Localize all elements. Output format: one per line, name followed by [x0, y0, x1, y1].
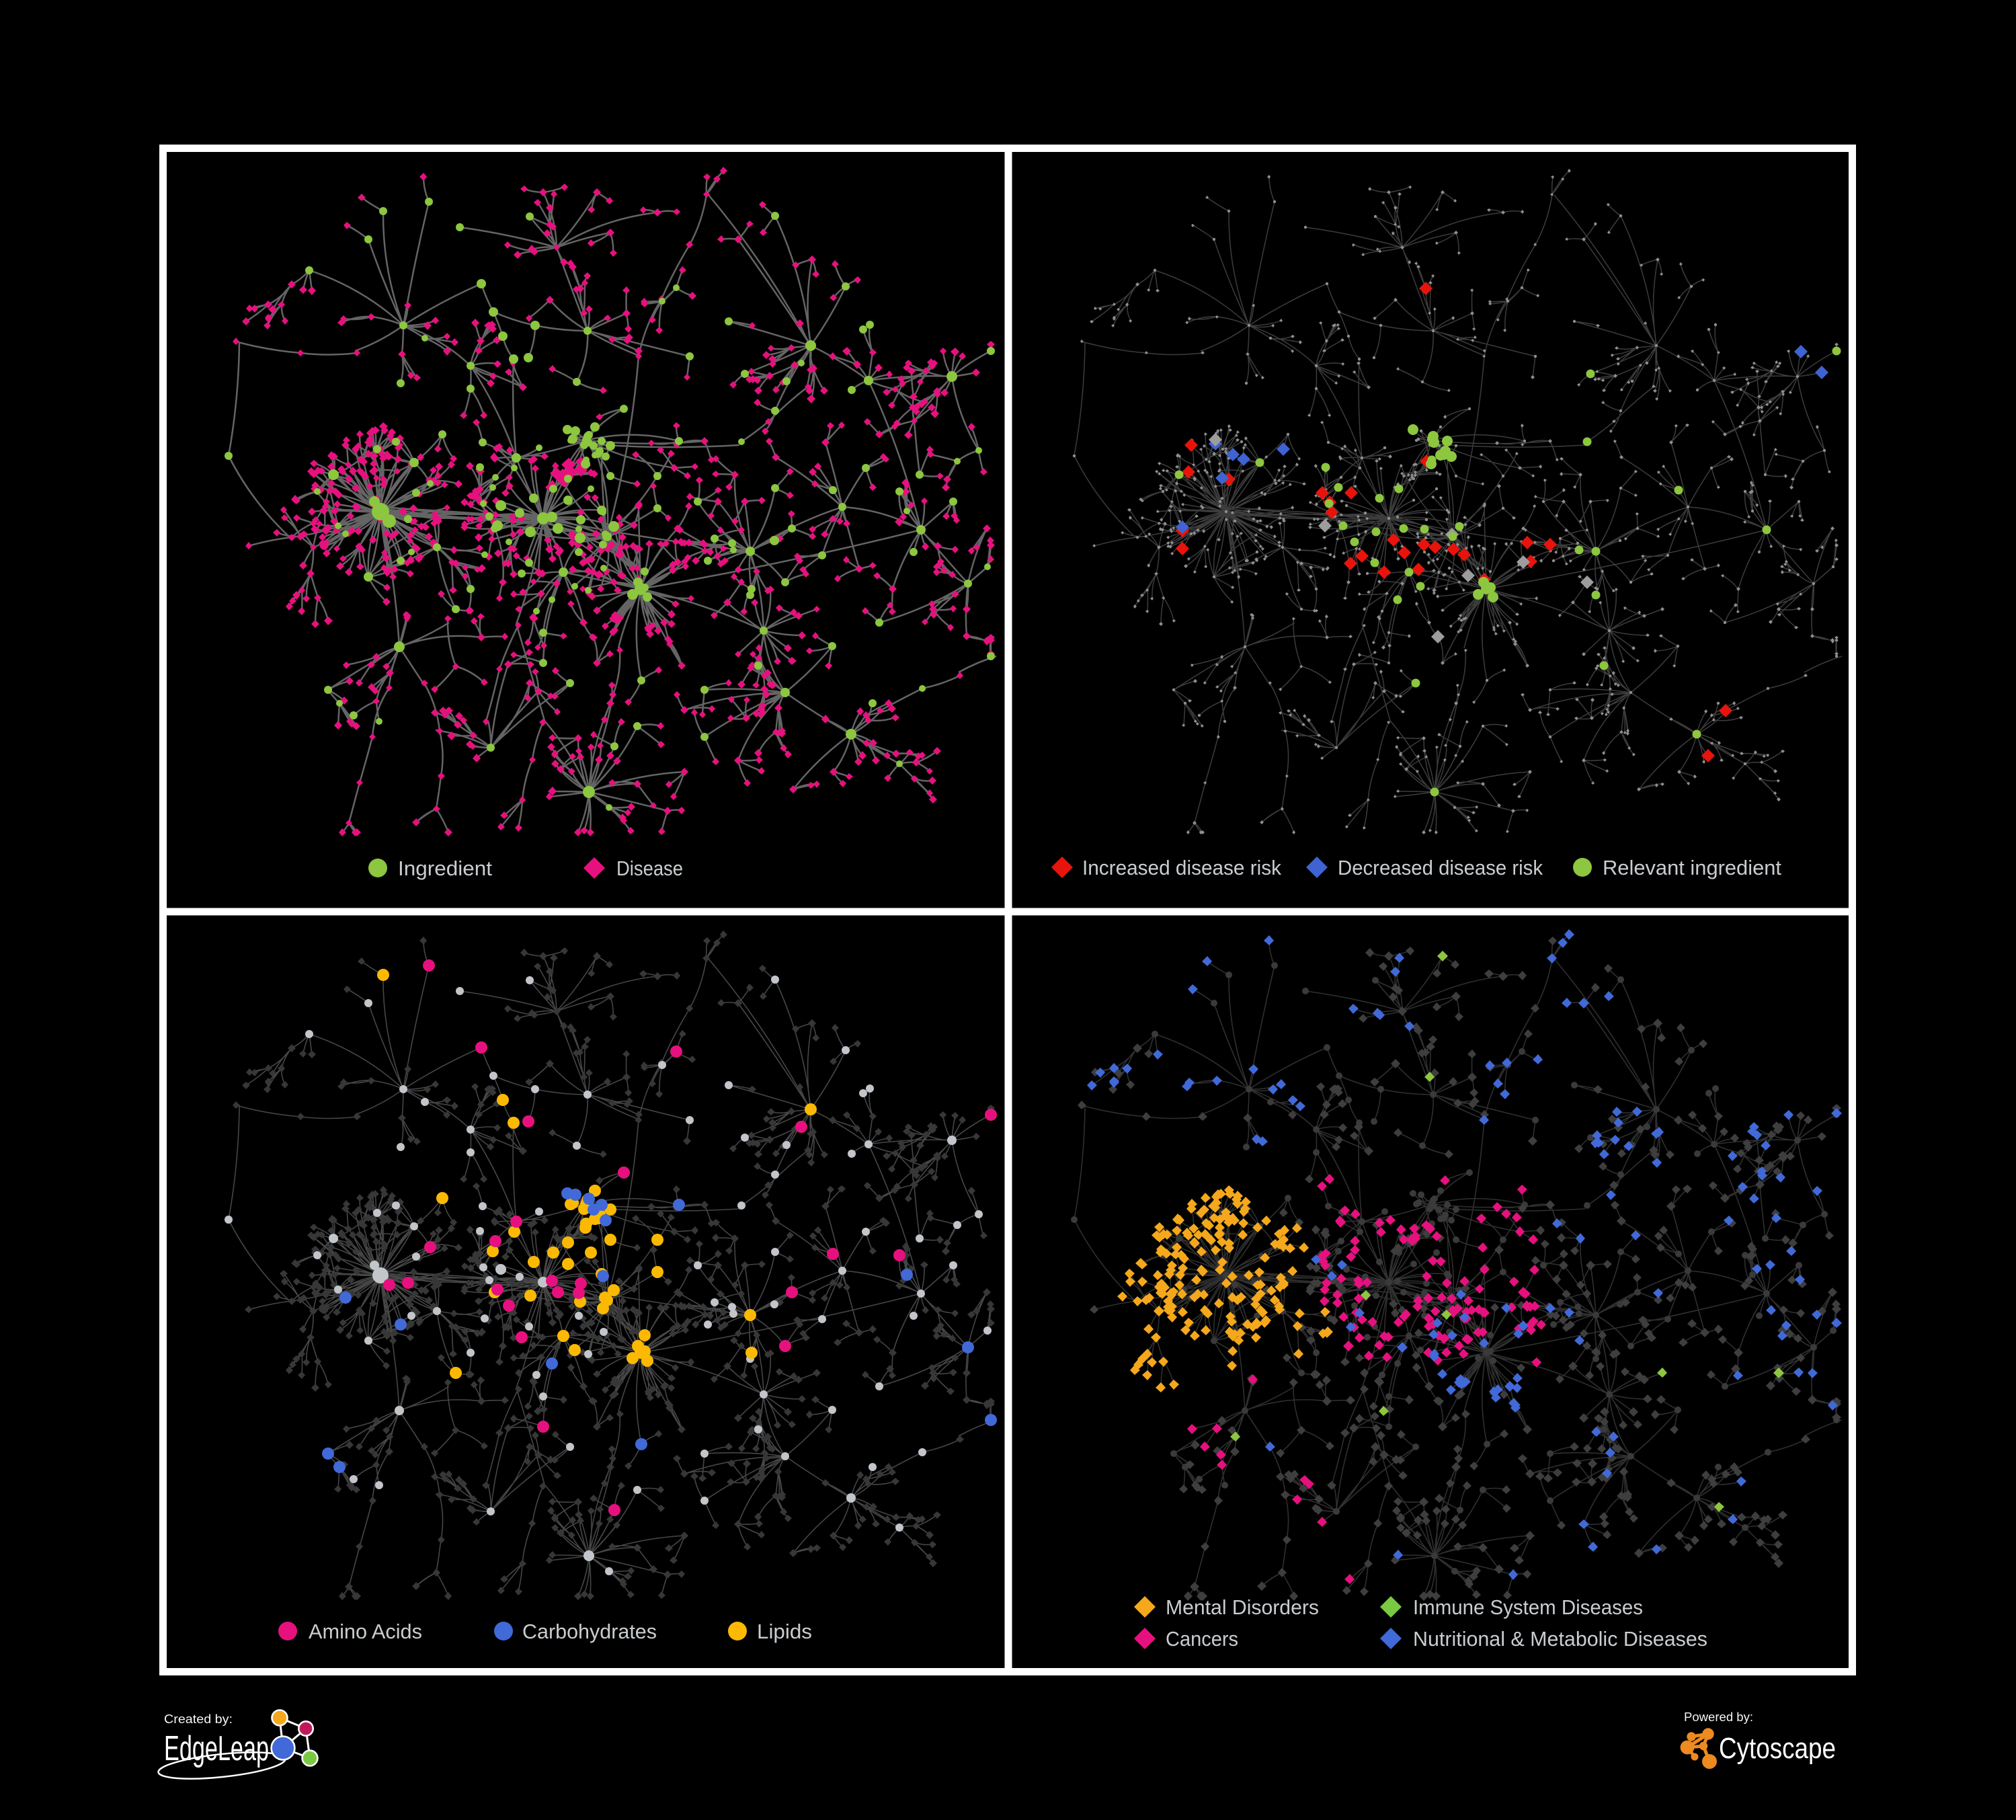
svg-text:Created by:: Created by: — [164, 1712, 233, 1726]
svg-text:Nutritional & Metabolic Diseas: Nutritional & Metabolic Diseases — [1413, 1627, 1707, 1651]
svg-text:Immune System Diseases: Immune System Diseases — [1413, 1595, 1643, 1619]
svg-text:Carbohydrates: Carbohydrates — [522, 1620, 657, 1643]
svg-text:Decreased disease risk: Decreased disease risk — [1338, 856, 1543, 879]
svg-text:Lipids: Lipids — [757, 1620, 812, 1643]
svg-text:Relevant ingredient: Relevant ingredient — [1603, 856, 1781, 879]
svg-text:Disease: Disease — [616, 857, 683, 880]
svg-text:Increased disease risk: Increased disease risk — [1082, 856, 1281, 879]
svg-text:EdgeLeap: EdgeLeap — [164, 1729, 269, 1768]
svg-text:Powered by:: Powered by: — [1684, 1710, 1753, 1724]
svg-text:Cytoscape: Cytoscape — [1719, 1732, 1836, 1765]
svg-text:Cancers: Cancers — [1166, 1627, 1238, 1651]
svg-text:Ingredient: Ingredient — [398, 857, 492, 880]
svg-text:Mental Disorders: Mental Disorders — [1166, 1595, 1319, 1619]
svg-text:Amino Acids: Amino Acids — [309, 1620, 422, 1643]
